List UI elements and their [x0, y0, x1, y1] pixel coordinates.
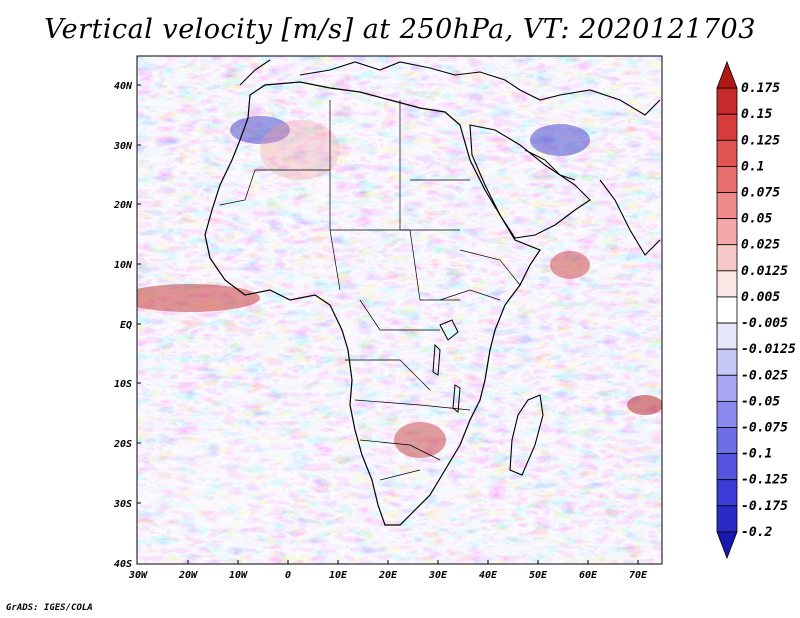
- colorbar-swatch: [716, 427, 738, 454]
- lat-tick-label: 30S: [113, 499, 132, 510]
- lake-tanganyika: [432, 343, 441, 376]
- colorbar-swatch: [716, 218, 738, 246]
- colorbar-label: 0.15: [741, 107, 772, 122]
- iran-descent: [530, 124, 590, 156]
- lat-tick-label: EQ: [120, 320, 132, 331]
- lat-tick-label: 20S: [113, 439, 132, 450]
- lon-tick-label: 30E: [428, 570, 448, 581]
- lat-tick-label: 10N: [114, 260, 133, 271]
- arabian-sea-ascent: [550, 251, 590, 279]
- colorbar-label: 0.005: [741, 290, 780, 305]
- colorbar-swatch: [716, 348, 738, 376]
- itcz-ascent-band: [137, 284, 260, 312]
- colorbar-label: 0.05: [741, 212, 772, 227]
- lat-tick-label: 10S: [114, 379, 132, 390]
- colorbar-swatch: [716, 479, 738, 507]
- lon-axis: 30W 20W 10W 0 10E 20E 30E 40E 50E 60E 70…: [128, 560, 648, 581]
- lon-tick-label: 0: [285, 570, 291, 581]
- lon-tick-label: 20E: [378, 570, 398, 581]
- colorbar-label: -0.0125: [741, 342, 796, 357]
- indian-ocean-ascent: [627, 395, 662, 415]
- country-borders: [219, 100, 521, 481]
- lake-malawi: [452, 384, 461, 413]
- colorbar-label: -0.1: [741, 447, 772, 462]
- colorbar-swatch: [716, 374, 738, 402]
- lon-tick-label: 50E: [529, 570, 548, 581]
- colorbar-label: 0.0125: [741, 264, 788, 279]
- colorbar-label: 0.1: [741, 159, 764, 174]
- colorbar-swatch: [716, 322, 738, 350]
- colorbar-label: 0.075: [741, 186, 780, 201]
- colorbar-max-arrow: [716, 60, 738, 89]
- southern-africa-ascent: [394, 422, 446, 458]
- morocco-descent: [230, 116, 290, 144]
- lat-tick-label: 40S: [114, 559, 132, 570]
- colorbar-label: 0.175: [741, 81, 780, 96]
- sahara-ascent: [260, 120, 340, 180]
- lake-victoria: [439, 319, 459, 341]
- colorbar-min-arrow: [716, 531, 738, 560]
- chart-title: Vertical velocity [m/s] at 250hPa, VT: 2…: [44, 14, 756, 45]
- colorbar-swatch: [716, 166, 738, 193]
- colorbar-label: -0.025: [741, 368, 788, 383]
- colorbar-swatch: [716, 139, 738, 167]
- coastline-arabia: [469, 124, 591, 239]
- colorbar: 0.175 0.15 0.125 0.1 0.075 0.05 0.025 0.0125 0.0…: [716, 60, 796, 560]
- coastline-africa: [204, 81, 541, 526]
- colorbar-swatch: [716, 400, 738, 428]
- colorbar-swatch: [716, 453, 738, 481]
- colorbar-swatch: [716, 192, 738, 220]
- colorbar-label: 0.125: [741, 133, 780, 148]
- south-atlantic-calm: [160, 430, 300, 530]
- colorbar-swatch: [716, 113, 738, 141]
- colorbar-swatch: [716, 270, 738, 298]
- lon-tick-label: 60E: [579, 570, 598, 581]
- lat-axis: 40N 30N 20N 10N EQ 10S 20S 30S 40S: [113, 81, 141, 570]
- colorbar-swatch: [716, 296, 738, 324]
- colorbar-label: -0.125: [741, 473, 788, 488]
- coastline-india: [599, 179, 661, 256]
- velocity-field: [137, 56, 662, 564]
- lat-tick-label: 30N: [113, 141, 133, 152]
- lon-tick-label: 30W: [128, 570, 148, 581]
- lon-tick-label: 10E: [329, 570, 348, 581]
- colorbar-swatch: [716, 505, 738, 533]
- plot-frame: [136, 55, 663, 565]
- coastline-persian-gulf: [524, 149, 576, 181]
- lon-tick-label: 10W: [229, 570, 248, 581]
- lon-tick-label: 20W: [178, 570, 198, 581]
- credit-text: GrADS: IGES/COLA: [6, 603, 93, 613]
- lat-tick-label: 40N: [114, 81, 133, 92]
- colorbar-label: -0.005: [741, 316, 788, 331]
- colorbar-label: -0.05: [741, 394, 780, 409]
- colorbar-label: 0.025: [741, 238, 780, 253]
- coastline-madagascar: [509, 394, 544, 476]
- colorbar-swatch: [716, 87, 738, 115]
- lon-tick-label: 70E: [629, 570, 648, 581]
- coastline-mediterranean: [239, 59, 661, 116]
- lon-tick-label: 40E: [479, 570, 498, 581]
- lat-tick-label: 20N: [113, 200, 133, 211]
- colorbar-label: -0.2: [741, 525, 772, 540]
- colorbar-swatch: [716, 244, 738, 272]
- colorbar-label: -0.075: [741, 420, 788, 435]
- colorbar-label: -0.175: [741, 499, 788, 514]
